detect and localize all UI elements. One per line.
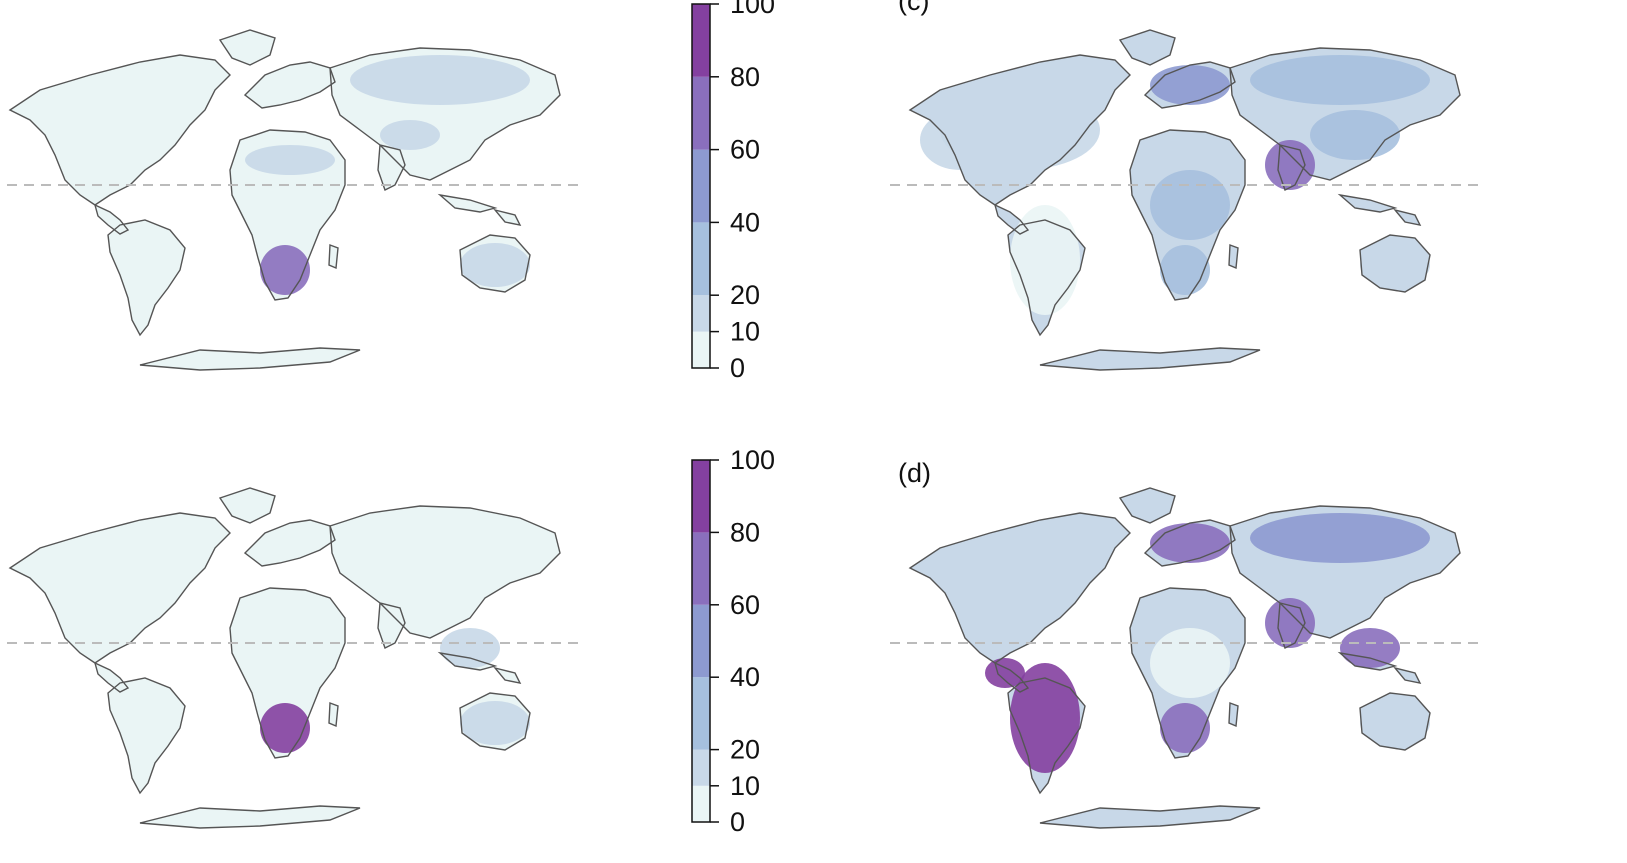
colorbar-segment [692,532,710,605]
region-india [1265,598,1315,648]
map-panel-d [890,487,1480,829]
colorbar-tick-label: 0 [730,807,745,837]
region-india [1265,140,1315,190]
region-europe [1150,65,1230,105]
colorbar-segment [692,222,710,296]
colorbar-tick-label: 10 [730,317,760,347]
region-africa [1150,170,1230,240]
region-europe [1150,523,1230,563]
region-australia [460,243,530,287]
colorbar-segment [692,149,710,223]
region-north-america [920,110,1000,170]
region-sea [1340,628,1400,668]
region-south-america [1010,205,1080,315]
colorbar-tick-label: 60 [730,590,760,620]
colorbar-frame [691,459,711,823]
panel-label-d: (d) [898,458,931,488]
colorbar-segment [692,677,710,750]
colorbar-segment [692,4,710,77]
region-australia [1360,243,1430,287]
colorbar-frame [691,3,711,369]
colorbar-segment [692,604,710,678]
region-sahel [245,145,335,175]
map-panel-c [890,29,1480,371]
colorbar-tick-label: 40 [730,207,760,237]
region-siberia [1250,513,1430,563]
colorbar-tick-label: 60 [730,135,760,165]
colorbar-segment [692,331,710,368]
colorbar-segment [692,76,710,150]
region-sea [440,628,500,668]
panel-label-c: (c) [898,0,930,16]
region-tibet [380,120,440,150]
colorbar-segment [692,295,710,332]
region-africa [1150,628,1230,698]
colorbar-segment [692,749,710,786]
region-china [1310,110,1400,160]
region-australia [1360,701,1430,745]
region-south-america [1010,663,1080,773]
region-australia [460,701,530,745]
region-siberia [350,55,530,105]
colorbar-tick-label: 0 [730,353,745,383]
map-panel-bottom-left [0,487,580,829]
colorbar-tick-label: 20 [730,280,760,310]
colorbar-segment [692,785,710,822]
colorbar-segment [692,460,710,533]
colorbar-tick-label: 80 [730,517,760,547]
colorbar-tick-label: 100 [730,0,775,19]
colorbar-tick-label: 10 [730,771,760,801]
colorbar-tick-label: 80 [730,62,760,92]
region-siberia [1250,55,1430,105]
map-panel-top-left [0,29,580,371]
colorbar-tick-label: 40 [730,662,760,692]
colorbar-tick-label: 20 [730,735,760,765]
colorbar-tick-label: 100 [730,445,775,475]
